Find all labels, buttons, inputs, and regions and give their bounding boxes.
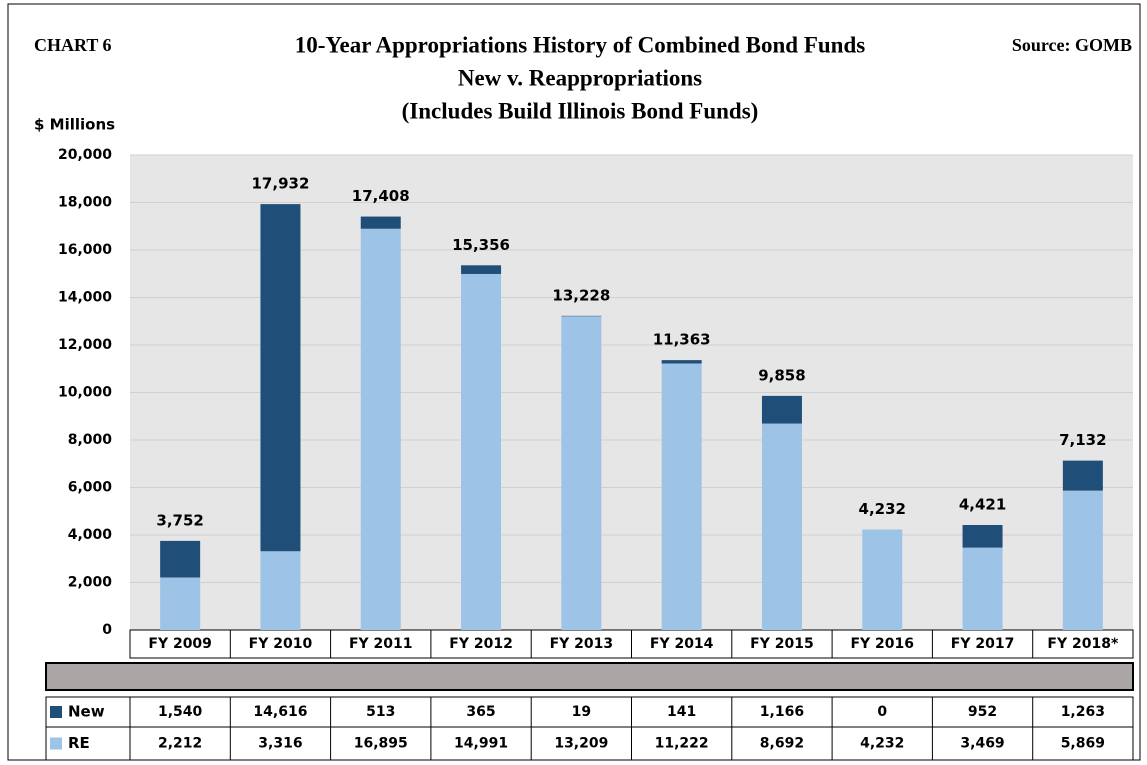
y-tick-label: 0 bbox=[102, 622, 112, 638]
x-tick-label: FY 2012 bbox=[449, 636, 513, 652]
y-tick-label: 14,000 bbox=[58, 290, 112, 306]
total-label: 11,363 bbox=[653, 331, 711, 349]
y-tick-label: 6,000 bbox=[68, 480, 113, 496]
bar-segment bbox=[761, 423, 802, 630]
legend-label: RE bbox=[68, 734, 90, 752]
total-label: 3,752 bbox=[156, 511, 203, 529]
legend-swatch bbox=[50, 737, 62, 750]
table-value: 0 bbox=[877, 704, 887, 720]
x-tick-label: FY 2015 bbox=[750, 636, 814, 652]
bar-segment bbox=[461, 273, 502, 630]
bar-segment bbox=[1062, 460, 1103, 491]
total-label: 17,408 bbox=[352, 187, 410, 205]
total-label: 15,356 bbox=[452, 236, 510, 254]
y-axis-label: $ Millions bbox=[34, 116, 115, 134]
table-value: 2,212 bbox=[158, 736, 202, 752]
table-value: 14,991 bbox=[454, 736, 508, 752]
x-tick-label: FY 2016 bbox=[850, 636, 914, 652]
table-value: 13,209 bbox=[554, 736, 608, 752]
table-value: 8,692 bbox=[760, 736, 804, 752]
table-value: 3,316 bbox=[258, 736, 302, 752]
x-tick-label: FY 2013 bbox=[550, 636, 614, 652]
x-tick-label: FY 2010 bbox=[249, 636, 313, 652]
table-value: 1,263 bbox=[1061, 704, 1105, 720]
chart-subtitle: New v. Reappropriations bbox=[458, 65, 702, 90]
table-value: 4,232 bbox=[860, 736, 904, 752]
bar-segment bbox=[160, 577, 201, 630]
bar-segment bbox=[260, 551, 301, 630]
total-label: 9,858 bbox=[758, 366, 805, 384]
table-value: 11,222 bbox=[655, 736, 709, 752]
total-label: 13,228 bbox=[552, 286, 610, 304]
x-tick-label: FY 2014 bbox=[650, 636, 714, 652]
chart-subtitle: (Includes Build Illinois Bond Funds) bbox=[402, 98, 759, 123]
table-border bbox=[45, 696, 1134, 761]
bar-segment bbox=[360, 216, 401, 229]
table-value: 513 bbox=[366, 704, 395, 720]
bar-segment bbox=[862, 529, 903, 630]
bar-segment bbox=[962, 547, 1003, 630]
total-label: 7,132 bbox=[1059, 431, 1106, 449]
table-value: 1,540 bbox=[158, 704, 203, 720]
table-value: 3,469 bbox=[960, 736, 1004, 752]
legend-label: New bbox=[68, 703, 105, 721]
bar-segment bbox=[661, 363, 702, 630]
source: Source: GOMB bbox=[1012, 35, 1132, 55]
bar-segment bbox=[360, 228, 401, 630]
y-tick-label: 16,000 bbox=[58, 242, 112, 258]
y-tick-label: 12,000 bbox=[58, 337, 112, 353]
bar-segment bbox=[260, 204, 301, 552]
bar-segment bbox=[561, 316, 602, 630]
bar-segment bbox=[1062, 490, 1103, 630]
chart-title: 10-Year Appropriations History of Combin… bbox=[295, 32, 865, 57]
x-tick-label: FY 2018* bbox=[1047, 636, 1119, 652]
bar-segment bbox=[962, 525, 1003, 548]
table-value: 16,895 bbox=[354, 736, 408, 752]
table-value: 1,166 bbox=[760, 704, 804, 720]
table-value: 14,616 bbox=[253, 704, 307, 720]
chart-label: CHART 6 bbox=[34, 35, 112, 55]
y-tick-label: 18,000 bbox=[58, 195, 112, 211]
table-value: 19 bbox=[572, 704, 591, 720]
total-label: 17,932 bbox=[252, 175, 310, 193]
bar-segment bbox=[761, 395, 802, 424]
table-value: 5,869 bbox=[1061, 736, 1105, 752]
bar-segment bbox=[461, 265, 502, 274]
total-label: 4,421 bbox=[959, 496, 1006, 514]
table-value: 141 bbox=[667, 704, 696, 720]
y-tick-label: 10,000 bbox=[58, 385, 112, 401]
y-tick-label: 8,000 bbox=[68, 432, 113, 448]
x-tick-label: FY 2017 bbox=[951, 636, 1015, 652]
y-tick-label: 4,000 bbox=[68, 527, 113, 543]
bar-segment bbox=[160, 540, 201, 578]
table-value: 952 bbox=[968, 704, 997, 720]
legend-swatch bbox=[50, 706, 62, 718]
x-tick-label: FY 2009 bbox=[148, 636, 212, 652]
bar-segment bbox=[661, 360, 702, 364]
table-separator-band bbox=[45, 662, 1134, 691]
x-tick-label: FY 2011 bbox=[349, 636, 413, 652]
total-label: 4,232 bbox=[859, 500, 906, 518]
y-tick-label: 20,000 bbox=[58, 147, 112, 163]
y-tick-label: 2,000 bbox=[68, 575, 113, 591]
table-value: 365 bbox=[466, 704, 495, 720]
